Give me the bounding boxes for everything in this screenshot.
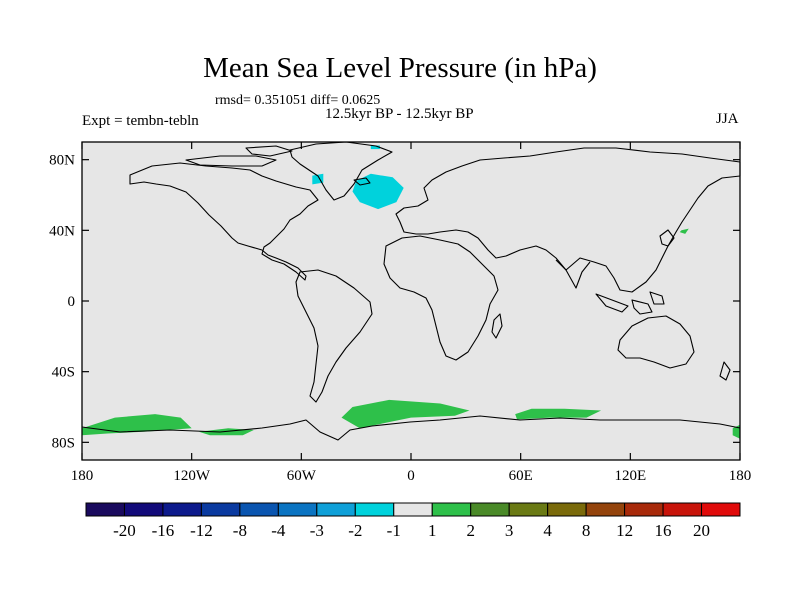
colorbar-label: 20 bbox=[693, 521, 710, 540]
colorbar-swatch bbox=[277, 502, 318, 517]
colorbar-label: 12 bbox=[616, 521, 633, 540]
coast-japan bbox=[659, 229, 675, 247]
experiment-label: Expt = tembn-tebln bbox=[82, 113, 199, 129]
colorbar-swatch bbox=[200, 502, 241, 517]
colorbar-swatch bbox=[585, 502, 626, 517]
colorbar-swatch bbox=[85, 502, 125, 517]
coast-madagascar bbox=[491, 313, 503, 339]
chart-subtitle: rmsd= 0.351051 diff= 0.0625 bbox=[215, 93, 381, 108]
coast-africa bbox=[383, 235, 499, 361]
colorbar-label: 16 bbox=[655, 521, 672, 540]
y-tick-label: 40N bbox=[49, 223, 75, 239]
colorbar-label: 1 bbox=[428, 521, 437, 540]
anomaly-region bbox=[341, 399, 470, 429]
y-tick-label: 80N bbox=[49, 153, 75, 169]
coast-australia bbox=[617, 315, 695, 369]
x-axis: 180 120W 60W 0 60E 120E 180 bbox=[71, 142, 752, 484]
coastlines bbox=[81, 141, 741, 441]
anomaly-regions bbox=[82, 145, 740, 439]
colorbar-swatch bbox=[470, 502, 510, 517]
colorbar-label: 2 bbox=[466, 521, 475, 540]
colorbar-swatch bbox=[123, 502, 164, 517]
season-label: JJA bbox=[716, 111, 739, 127]
colorbar-swatch bbox=[393, 502, 433, 517]
x-tick-label: 60W bbox=[287, 468, 317, 484]
colorbar-label: -3 bbox=[310, 521, 324, 540]
anomaly-region bbox=[352, 173, 404, 210]
x-tick-label: 120E bbox=[614, 468, 646, 484]
x-tick-label: 180 bbox=[729, 468, 752, 484]
colorbar-swatch bbox=[162, 502, 202, 517]
colorbar-label: -1 bbox=[387, 521, 401, 540]
colorbar-swatch bbox=[624, 502, 664, 517]
colorbar-label: 4 bbox=[543, 521, 552, 540]
colorbar-label: -20 bbox=[113, 521, 136, 540]
colorbar-swatch bbox=[316, 502, 356, 517]
colorbar-swatch bbox=[239, 502, 279, 517]
coast-new-zealand bbox=[719, 361, 731, 381]
anomaly-region bbox=[679, 228, 689, 234]
colorbar-label: -16 bbox=[152, 521, 175, 540]
coast-antarctica bbox=[81, 415, 741, 441]
coast-iceland bbox=[353, 177, 371, 186]
x-tick-label: 60E bbox=[509, 468, 533, 484]
coast-eurasia bbox=[395, 147, 741, 293]
y-tick-label: 0 bbox=[68, 294, 76, 310]
colorbar-swatch bbox=[662, 502, 703, 517]
x-tick-label: 120W bbox=[173, 468, 211, 484]
colorbar-swatch bbox=[547, 502, 587, 517]
anomaly-region bbox=[312, 173, 324, 185]
coast-south-america bbox=[295, 269, 373, 403]
y-axis: 80N 40N 0 40S 80S bbox=[49, 153, 740, 451]
colorbar-label: -2 bbox=[348, 521, 362, 540]
y-tick-label: 40S bbox=[52, 365, 75, 381]
colorbar-swatch bbox=[701, 502, 741, 517]
y-tick-label: 80S bbox=[52, 435, 75, 451]
coast-se-asia-islands bbox=[595, 291, 665, 315]
colorbar-label: -12 bbox=[190, 521, 213, 540]
colorbar-label: 3 bbox=[505, 521, 514, 540]
colorbar-label: -4 bbox=[271, 521, 286, 540]
period-label: 12.5kyr BP - 12.5kyr BP bbox=[325, 106, 474, 122]
coast-greenland bbox=[289, 141, 393, 201]
coast-arctic-islands bbox=[185, 145, 293, 167]
chart-title: Mean Sea Level Pressure (in hPa) bbox=[203, 52, 597, 84]
colorbar-swatch bbox=[354, 502, 395, 517]
anomaly-region bbox=[732, 424, 740, 439]
colorbar-swatch bbox=[508, 502, 549, 517]
coast-north-america bbox=[129, 162, 319, 281]
coast-india bbox=[555, 259, 591, 289]
colorbar-swatch bbox=[431, 502, 472, 517]
anomaly-region bbox=[515, 408, 602, 420]
colorbar: -20 -16 -12 -8 -4 -3 -2 -1 1 2 3 4 8 12 16 20 bbox=[85, 502, 741, 540]
x-tick-label: 0 bbox=[407, 468, 415, 484]
colorbar-label: -8 bbox=[233, 521, 247, 540]
colorbar-label: 8 bbox=[582, 521, 591, 540]
map-plot-area bbox=[81, 141, 741, 461]
x-tick-label: 180 bbox=[71, 468, 94, 484]
